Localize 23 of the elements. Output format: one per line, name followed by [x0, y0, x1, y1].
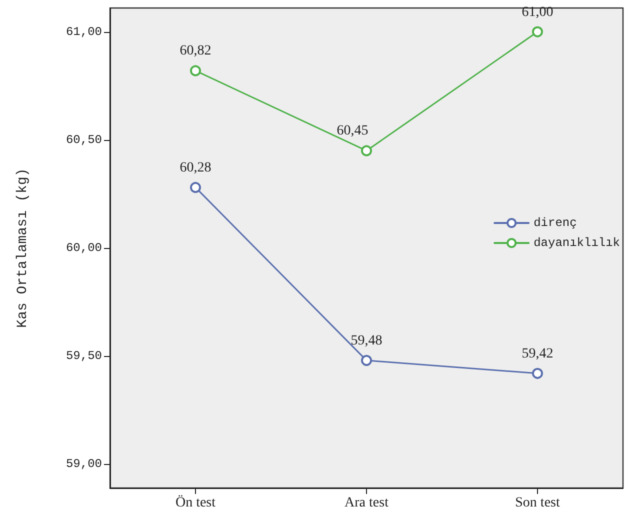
y-tick-label: 59,00 — [66, 457, 102, 472]
data-label: 60,45 — [336, 124, 368, 139]
point — [190, 182, 201, 193]
point — [532, 26, 543, 38]
legend-label: dayanıklılık — [534, 236, 620, 250]
point — [361, 145, 372, 156]
legend-label: direnç — [534, 216, 577, 230]
data-label: 60,28 — [180, 160, 212, 176]
data-label: 59,42 — [522, 346, 554, 362]
data-label: 59,48 — [350, 333, 382, 348]
y-axis-title: Kas Ortalaması (kg) — [15, 168, 31, 328]
x-tick-label: Son test — [515, 496, 560, 510]
data-label: 60,82 — [180, 44, 212, 59]
point — [532, 368, 543, 379]
x-tick-label: Ön test — [175, 494, 216, 510]
y-tick-label: 60,50 — [66, 132, 102, 147]
y-tick-label: 60,00 — [66, 241, 102, 255]
y-tick-label: 61,00 — [66, 24, 102, 39]
data-label: 61,00 — [522, 4, 554, 20]
point — [361, 354, 372, 366]
point — [190, 65, 201, 76]
y-tick-label: 59,50 — [66, 349, 102, 364]
x-tick-label: Ara test — [344, 496, 389, 510]
